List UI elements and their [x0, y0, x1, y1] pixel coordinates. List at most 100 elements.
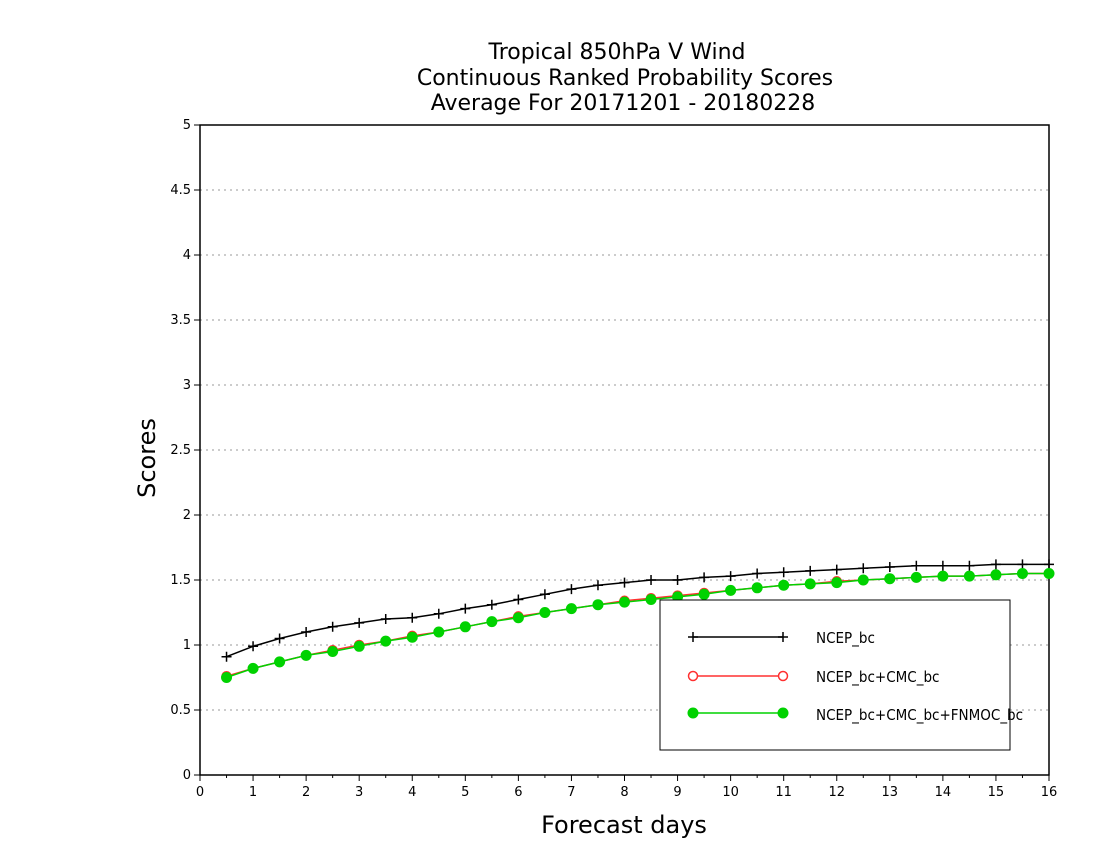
series-ncep-bc: [221, 559, 1054, 662]
data-point: [990, 569, 1002, 581]
y-tick-label: 0: [183, 768, 191, 783]
data-point: [804, 578, 816, 590]
y-tick-label: 4: [183, 248, 191, 263]
data-point: [406, 631, 418, 643]
data-point: [1043, 568, 1055, 579]
legend-marker: [777, 707, 789, 719]
legend-marker: [687, 707, 699, 719]
data-point: [645, 594, 657, 605]
legend-label-ncep-cmc-fnmoc: NCEP_bc+CMC_bc+FNMOC_bc: [816, 706, 1023, 725]
y-tick-label: 5: [183, 118, 191, 133]
y-tick-label: 2.5: [170, 443, 191, 458]
data-point: [539, 607, 551, 618]
x-tick-label: 7: [567, 785, 575, 800]
data-point: [937, 570, 949, 582]
x-tick-label: 3: [355, 785, 363, 800]
data-point: [805, 565, 816, 576]
data-point: [1017, 559, 1028, 570]
x-tick-label: 11: [775, 785, 792, 800]
data-point: [884, 562, 895, 572]
legend-marker: [778, 632, 788, 642]
data-point: [221, 672, 233, 683]
data-point: [725, 571, 736, 582]
x-tick-label: 9: [673, 785, 681, 800]
data-point: [831, 577, 843, 589]
data-point: [354, 617, 365, 628]
chart-title-line-1: Tropical 850hPa V Wind: [487, 40, 745, 65]
data-point: [964, 560, 975, 571]
legend-items: [687, 632, 789, 719]
x-tick-label: 13: [882, 785, 899, 800]
y-tick-label: 1: [183, 638, 191, 653]
data-point: [725, 584, 737, 596]
x-tick-label: 16: [1041, 785, 1058, 800]
data-point: [857, 574, 869, 586]
data-point: [1044, 559, 1054, 570]
x-tick-label: 10: [722, 785, 739, 800]
data-point: [539, 589, 550, 600]
data-point: [274, 656, 286, 668]
data-point: [513, 594, 524, 605]
x-tick-label: 14: [935, 785, 952, 800]
data-point: [380, 614, 391, 624]
data-point: [274, 633, 285, 644]
legend-label-ncep-bc: NCEP_bc: [816, 629, 875, 648]
x-tick-label: 2: [302, 785, 310, 800]
legend-marker: [687, 670, 699, 682]
data-point: [937, 560, 948, 571]
data-point: [221, 651, 232, 662]
legend: NCEP_bc NCEP_bc+CMC_bc NCEP_bc+CMC_bc+FN…: [659, 599, 1023, 751]
data-point: [858, 563, 869, 574]
data-point: [433, 626, 445, 638]
data-point: [592, 599, 604, 611]
data-point: [699, 572, 710, 583]
data-point: [327, 621, 338, 632]
legend-box: [659, 599, 1011, 751]
x-axis: 0 1 2 3 4 5 6 7 8 9 10 11 12 13 14 15 16: [196, 775, 1057, 800]
data-point: [619, 596, 630, 608]
data-point: [884, 573, 896, 585]
data-point: [248, 641, 259, 652]
data-point: [646, 575, 657, 585]
data-point: [301, 627, 312, 637]
data-point: [990, 559, 1001, 570]
data-point: [486, 616, 498, 628]
x-tick-label: 15: [988, 785, 1005, 800]
data-point: [353, 640, 365, 652]
y-tick-label: 3.5: [170, 313, 191, 328]
legend-marker: [688, 632, 698, 642]
data-point: [619, 577, 630, 588]
data-point: [592, 580, 603, 591]
x-tick-label: 0: [196, 785, 204, 800]
data-point: [486, 599, 497, 610]
legend-marker: [777, 670, 789, 682]
y-tick-label: 0.5: [170, 703, 191, 718]
x-tick-label: 6: [514, 785, 522, 800]
data-point: [512, 612, 524, 624]
data-point: [459, 621, 471, 633]
data-point: [380, 635, 392, 647]
data-point: [963, 570, 975, 582]
x-tick-label: 12: [828, 785, 845, 800]
y-tick-label: 1.5: [170, 573, 191, 588]
series-ncep-cmc-fnmoc: [221, 568, 1055, 683]
y-axis: 0 0.5 1 1.5 2 2.5 3 3.5 4 4.5 5: [170, 118, 200, 783]
data-point: [751, 582, 763, 594]
data-point: [910, 571, 922, 583]
x-tick-label: 8: [620, 785, 628, 800]
x-tick-label: 4: [408, 785, 416, 800]
data-point: [433, 608, 444, 619]
y-tick-label: 4.5: [170, 183, 191, 198]
data-point: [778, 579, 790, 591]
data-point: [300, 649, 312, 661]
data-point: [831, 564, 842, 575]
x-tick-label: 5: [461, 785, 469, 800]
data-point: [407, 612, 418, 623]
data-point: [247, 662, 259, 674]
legend-label-ncep-cmc: NCEP_bc+CMC_bc: [816, 668, 939, 687]
chart-title-line-3: Average For 20171201 - 20180228: [431, 91, 816, 116]
series-layer: [221, 559, 1055, 683]
y-tick-label: 3: [183, 378, 191, 393]
data-point: [698, 588, 710, 600]
data-point: [752, 568, 763, 579]
